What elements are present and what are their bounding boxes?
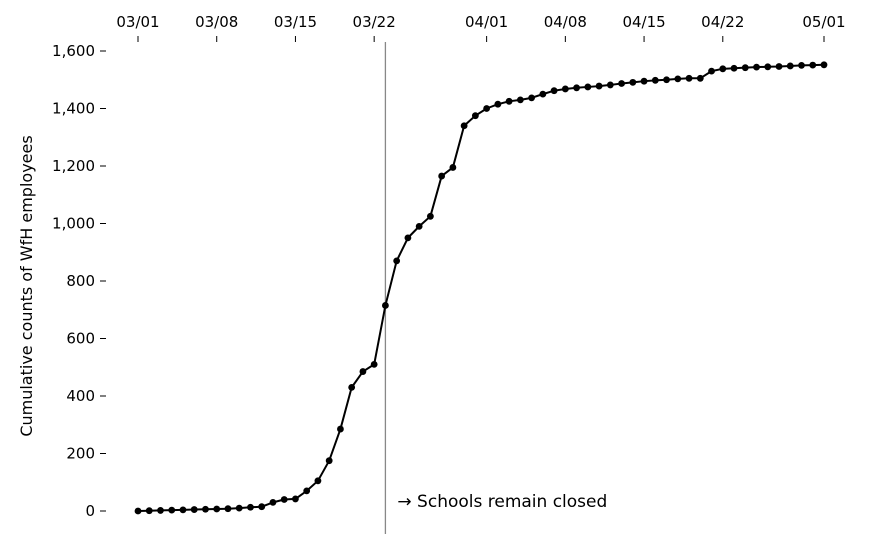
data-point [573, 84, 580, 92]
data-point [157, 507, 164, 514]
annotation-layer: → Schools remain closed [384, 42, 607, 534]
data-point [663, 76, 670, 84]
y-tick-label: 0 [85, 502, 95, 520]
data-point [438, 172, 446, 180]
data-point [584, 83, 592, 91]
data-point [337, 425, 344, 433]
data-point [696, 74, 704, 82]
data-point [561, 85, 569, 93]
data-point [415, 222, 423, 230]
data-point [674, 75, 682, 83]
data-point [685, 74, 693, 82]
data-point [494, 100, 502, 108]
data-point [483, 105, 491, 112]
y-tick-label: 1,400 [52, 100, 95, 118]
data-point [258, 503, 266, 511]
data-point [145, 507, 153, 515]
series-line [137, 63, 825, 512]
data-point [741, 64, 749, 72]
data-point [382, 302, 389, 309]
y-tick-label: 800 [66, 272, 95, 290]
data-point [753, 63, 760, 71]
data-point [471, 112, 479, 120]
data-point [764, 63, 772, 71]
x-tick-label: 05/01 [802, 13, 845, 31]
data-point [404, 234, 412, 242]
y-tick-label: 600 [66, 330, 95, 348]
data-point [303, 487, 311, 495]
data-point [348, 383, 356, 391]
data-point [809, 61, 817, 69]
y-tick-label: 1,200 [52, 157, 95, 175]
x-tick-label: 03/15 [274, 13, 317, 31]
data-point [595, 82, 603, 90]
data-point [168, 506, 176, 514]
data-point [280, 496, 288, 503]
x-tick-label: 03/08 [195, 13, 238, 31]
y-tick-label: 1,600 [52, 42, 95, 60]
data-point [798, 61, 805, 69]
series-layer [134, 61, 828, 515]
data-point [224, 505, 232, 513]
data-point [359, 368, 367, 375]
x-tick-label: 04/01 [465, 13, 508, 31]
data-point [708, 67, 715, 75]
data-point [820, 61, 828, 69]
data-point [505, 97, 513, 105]
data-point [134, 507, 142, 515]
data-point [247, 503, 254, 511]
x-tick-label: 04/15 [622, 13, 665, 31]
y-tick-label: 400 [66, 387, 95, 405]
x-tick-label: 03/22 [353, 13, 396, 31]
data-point [528, 94, 536, 102]
data-point [640, 77, 648, 85]
data-point [325, 457, 333, 465]
data-point [775, 63, 783, 70]
data-point [179, 506, 187, 514]
data-point [292, 495, 299, 503]
data-point [269, 498, 277, 506]
data-point [460, 122, 468, 130]
data-point [606, 81, 614, 89]
y-tick-label: 200 [66, 445, 95, 463]
y-tick-label: 1,000 [52, 215, 95, 233]
data-point [719, 65, 727, 73]
data-point [550, 87, 558, 95]
data-point [235, 504, 243, 512]
data-point [539, 90, 547, 98]
data-point [213, 505, 221, 513]
data-point [651, 76, 659, 84]
data-point [202, 505, 209, 513]
data-point [618, 80, 625, 87]
x-axis-ticks: 03/01 03/08 03/15 03/22 04/01 04/08 04/15 04/22… [116, 13, 846, 42]
data-point [314, 477, 322, 485]
x-tick-label: 04/22 [701, 13, 744, 31]
data-point [393, 257, 401, 265]
y-axis-ticks: 0 200 400 600 800 1,000 1,200 1,400 1,600 [52, 42, 106, 520]
data-point [629, 78, 637, 86]
y-axis-label: Cumulative counts of WfH employees [17, 135, 36, 436]
x-tick-label: 03/01 [116, 13, 159, 31]
data-point [426, 212, 434, 220]
data-point [370, 360, 378, 368]
data-point [730, 64, 738, 72]
data-point [449, 164, 457, 171]
schools-closed-annotation: → Schools remain closed [397, 492, 607, 512]
x-tick-label: 04/08 [544, 13, 587, 31]
data-point [516, 96, 524, 104]
data-point [786, 62, 794, 70]
data-point [190, 506, 198, 513]
